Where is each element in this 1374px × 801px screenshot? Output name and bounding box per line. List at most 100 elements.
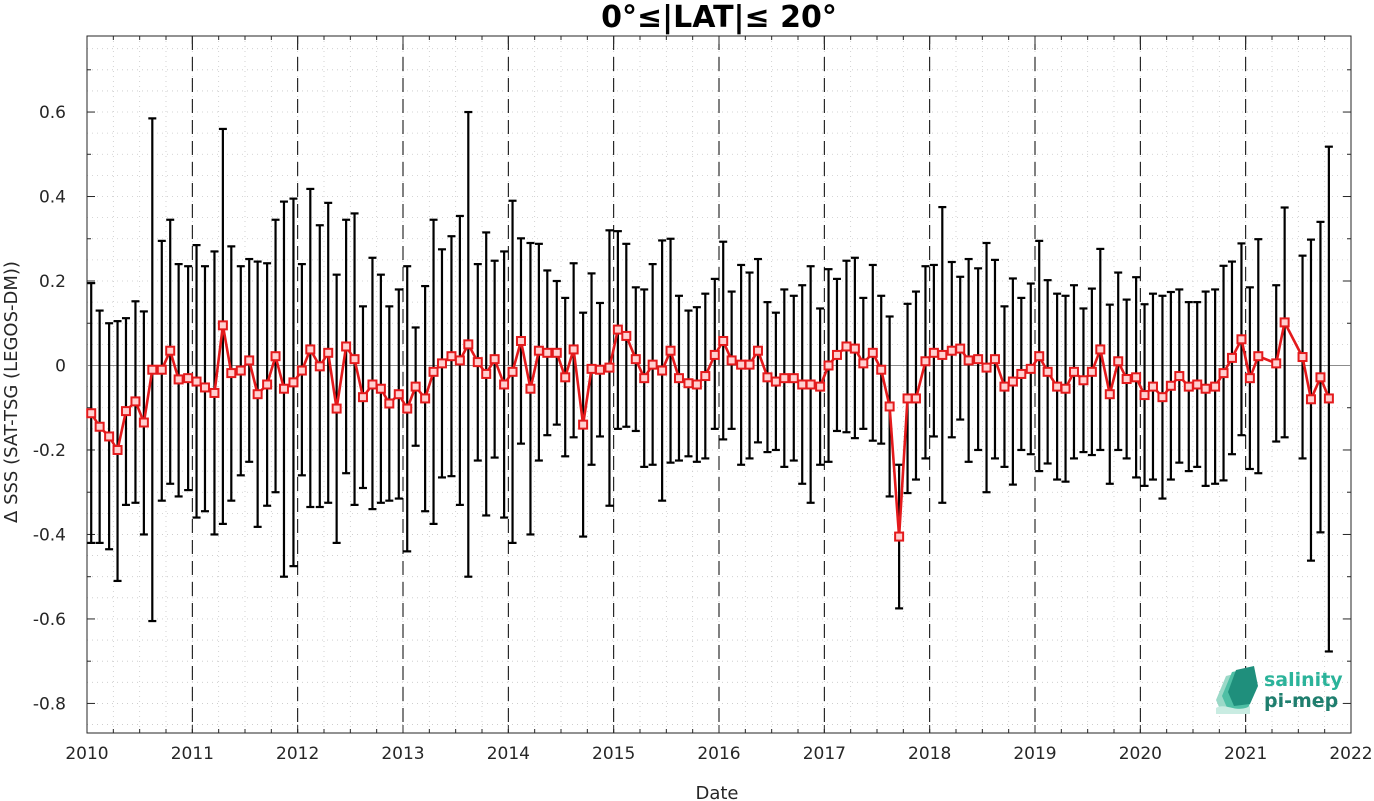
mean-point <box>1279 317 1290 328</box>
mean-point <box>815 381 826 392</box>
mean-point <box>884 401 895 412</box>
mean-point <box>542 347 553 358</box>
mean-point <box>1113 356 1124 367</box>
mean-point <box>252 389 263 400</box>
mean-point <box>1183 381 1194 392</box>
mean-point <box>920 356 931 367</box>
mean-point <box>525 383 536 394</box>
mean-point <box>384 398 395 409</box>
mean-point <box>691 379 702 390</box>
mean-point <box>436 358 447 369</box>
mean-point <box>446 351 457 362</box>
mean-point <box>1218 368 1229 379</box>
mean-point <box>472 357 483 368</box>
mean-point <box>999 381 1010 392</box>
mean-point <box>1305 394 1316 405</box>
mean-point <box>183 373 194 384</box>
x-tick-label: 2018 <box>908 744 951 764</box>
mean-point <box>262 379 273 390</box>
mean-point <box>639 373 650 384</box>
y-tick-label: 0.4 <box>39 188 66 208</box>
mean-point <box>173 374 184 385</box>
mean-point <box>278 383 289 394</box>
mean-point <box>1157 392 1168 403</box>
mean-point <box>752 345 763 356</box>
mean-point <box>94 421 105 432</box>
mean-point <box>1210 381 1221 392</box>
mean-point <box>551 347 562 358</box>
mean-point <box>1060 383 1071 394</box>
mean-point <box>191 376 202 387</box>
mean-point <box>244 355 255 366</box>
mean-point <box>138 417 149 428</box>
error-bar <box>911 290 920 481</box>
mean-point <box>647 359 658 370</box>
mean-point <box>989 354 1000 365</box>
mean-point <box>507 366 518 377</box>
mean-point <box>1007 376 1018 387</box>
mean-point <box>367 379 378 390</box>
mean-point <box>744 359 755 370</box>
mean-point <box>1104 389 1115 400</box>
mean-point <box>305 344 316 355</box>
mean-point <box>1192 379 1203 390</box>
mean-point <box>981 362 992 373</box>
mean-point <box>726 355 737 366</box>
tick-labels: 2010 2011 2012 2013 2014 2015 2016 2017 2018 2019… <box>33 103 1373 764</box>
mean-point <box>296 365 307 376</box>
mean-point <box>937 349 948 360</box>
mean-point <box>779 373 790 384</box>
mean-point <box>946 345 957 356</box>
mean-point <box>1131 372 1142 383</box>
y-tick-label: 0.6 <box>39 103 66 123</box>
mean-point <box>736 359 747 370</box>
axes <box>86 35 1352 734</box>
logo-text-pi-mep: pi-mep <box>1264 690 1338 712</box>
x-tick-label: 2015 <box>592 744 635 764</box>
mean-point <box>858 358 869 369</box>
mean-point <box>1200 383 1211 394</box>
mean-point <box>217 320 228 331</box>
mean-point <box>604 362 615 373</box>
mean-point <box>515 335 526 346</box>
mean-point <box>226 368 237 379</box>
mean-point <box>104 431 115 442</box>
mean-point <box>902 393 913 404</box>
mean-point <box>1086 366 1097 377</box>
mean-point <box>112 444 123 455</box>
mean-point <box>357 392 368 403</box>
mean-point <box>560 372 571 383</box>
mean-point <box>867 347 878 358</box>
x-tick-label: 2016 <box>697 744 740 764</box>
mean-point <box>375 383 386 394</box>
mean-point <box>770 376 781 387</box>
mean-point <box>199 382 210 393</box>
mean-point <box>578 419 589 430</box>
y-tick-label: -0.6 <box>33 610 66 630</box>
mean-point <box>955 343 966 354</box>
mean-point <box>630 354 641 365</box>
mean-point <box>147 364 158 375</box>
mean-point <box>657 365 668 376</box>
mean-point <box>1323 393 1334 404</box>
x-tick-label: 2010 <box>65 744 108 764</box>
mean-point <box>1226 352 1237 363</box>
mean-point <box>673 373 684 384</box>
y-tick-label: -0.2 <box>33 441 66 461</box>
mean-point <box>568 344 579 355</box>
mean-point <box>700 371 711 382</box>
mean-point <box>323 347 334 358</box>
y-tick-label: 0.2 <box>39 272 66 292</box>
mean-point <box>1034 351 1045 362</box>
x-tick-label: 2022 <box>1329 744 1372 764</box>
mean-point <box>1139 390 1150 401</box>
mean-point <box>463 339 474 350</box>
mean-point <box>586 363 597 374</box>
mean-point <box>209 387 220 398</box>
x-axis-label: Date <box>695 783 738 801</box>
mean-point <box>156 364 167 375</box>
mean-point <box>331 403 342 414</box>
mean-point <box>928 347 939 358</box>
mean-point <box>876 364 887 375</box>
